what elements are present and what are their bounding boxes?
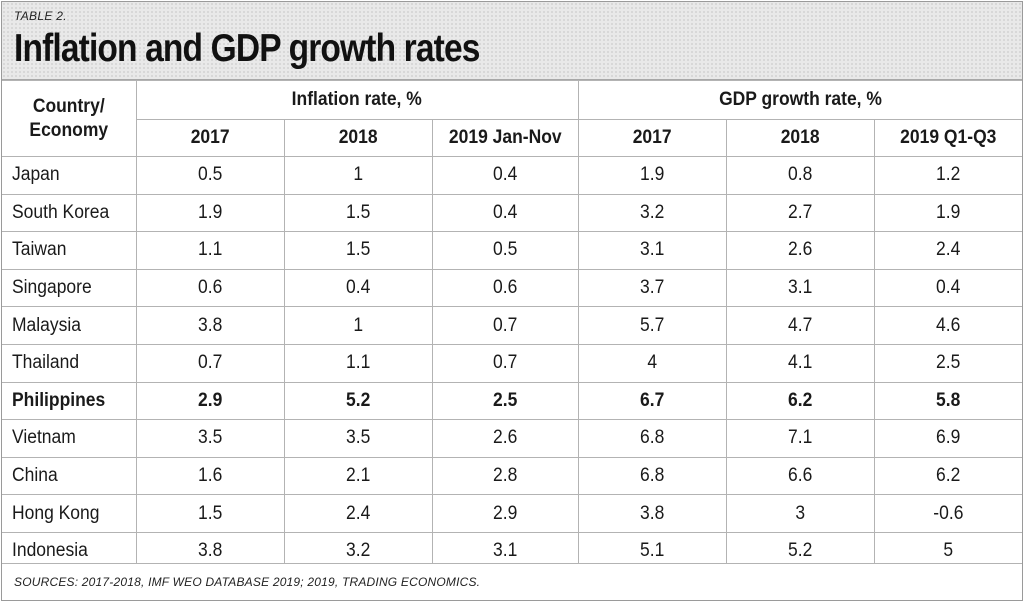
inflation-value-cell: 0.5 (135, 156, 285, 195)
gdp-value-cell: 3.2 (577, 193, 727, 233)
gdp-value-cell: 1.2 (873, 156, 1023, 195)
table-body: Japan 0.5 1 0.4 1.9 0.8 1.2 South Korea 1.9 1.5 0.… (2, 156, 1023, 571)
table-row: China 1.6 2.1 2.8 6.8 6.6 6.2 (2, 456, 1023, 496)
inflation-value-cell: 0.6 (135, 268, 285, 308)
table-row: Singapore 0.6 0.4 0.6 3.7 3.1 0.4 (2, 268, 1023, 308)
inflation-value-cell: 2.1 (283, 456, 433, 496)
gdp-value-cell: 1.9 (577, 156, 727, 195)
gdp-value-cell: 6.2 (725, 381, 875, 421)
country-column-header: Country/Economy (2, 80, 137, 157)
inflation-value-cell: 3.8 (135, 306, 285, 345)
inflation-value-cell: 0.4 (283, 268, 433, 308)
inflation-value-cell: 0.7 (135, 343, 285, 383)
inflation-value-cell: 1.5 (283, 193, 433, 233)
inflation-year-header: 2017 (136, 119, 285, 157)
inflation-value-cell: 0.4 (431, 156, 579, 195)
inflation-value-cell: 3.5 (135, 419, 285, 458)
inflation-value-cell: 1.5 (283, 231, 433, 270)
inflation-year-header: 2019 Jan-Nov (431, 119, 579, 157)
gdp-value-cell: 6.6 (725, 456, 875, 496)
country-cell: China (2, 456, 137, 496)
gdp-value-cell: 2.4 (873, 231, 1023, 270)
table-row: Thailand 0.7 1.1 0.7 4 4.1 2.5 (2, 343, 1023, 383)
country-cell: Japan (2, 156, 137, 195)
inflation-value-cell: 1.9 (135, 193, 285, 233)
gdp-value-cell: 5.8 (873, 381, 1023, 421)
sources-footnote: SOURCES: 2017-2018, IMF WEO DATABASE 201… (2, 563, 1022, 600)
inflation-value-cell: 1.1 (283, 343, 433, 383)
gdp-value-cell: 3 (725, 494, 875, 533)
country-cell: Taiwan (2, 231, 137, 270)
inflation-value-cell: 0.7 (431, 306, 579, 345)
inflation-value-cell: 0.4 (431, 193, 579, 233)
gdp-value-cell: 6.8 (577, 419, 727, 458)
gdp-value-cell: 4.1 (725, 343, 875, 383)
gdp-value-cell: 3.1 (577, 231, 727, 270)
inflation-value-cell: 3.5 (283, 419, 433, 458)
inflation-value-cell: 5.2 (283, 381, 433, 421)
gdp-value-cell: 1.9 (873, 193, 1023, 233)
gdp-value-cell: -0.6 (873, 494, 1023, 533)
gdp-value-cell: 7.1 (725, 419, 875, 458)
gdp-value-cell: 0.4 (873, 268, 1023, 308)
gdp-value-cell: 2.6 (725, 231, 875, 270)
table-row: Hong Kong 1.5 2.4 2.9 3.8 3 -0.6 (2, 494, 1023, 533)
inflation-value-cell: 1.1 (135, 231, 285, 270)
group-header-row: Country/Economy Inflation rate, % GDP gr… (2, 80, 1023, 157)
gdp-year-header: 2019 Q1-Q3 (873, 119, 1023, 157)
table-row: South Korea 1.9 1.5 0.4 3.2 2.7 1.9 (2, 193, 1023, 233)
country-cell: Singapore (2, 268, 137, 308)
inflation-value-cell: 0.7 (431, 343, 579, 383)
gdp-value-cell: 3.8 (577, 494, 727, 533)
data-table: Country/Economy Inflation rate, % GDP gr… (2, 80, 1023, 571)
year-header-row: 2017 2018 2019 Jan-Nov 2017 2018 2019 Q1… (2, 119, 1023, 157)
country-cell: Hong Kong (2, 494, 137, 533)
gdp-value-cell: 3.7 (577, 268, 727, 308)
gdp-value-cell: 2.5 (873, 343, 1023, 383)
country-cell: South Korea (2, 193, 137, 233)
country-cell: Malaysia (2, 306, 137, 345)
inflation-value-cell: 2.6 (431, 419, 579, 458)
gdp-group-header: GDP growth rate, % (577, 80, 1023, 120)
table-row: Vietnam 3.5 3.5 2.6 6.8 7.1 6.9 (2, 419, 1023, 458)
inflation-value-cell: 1 (283, 156, 433, 195)
inflation-value-cell: 0.5 (431, 231, 579, 270)
table-row: Japan 0.5 1 0.4 1.9 0.8 1.2 (2, 156, 1023, 195)
gdp-value-cell: 4 (577, 343, 727, 383)
gdp-value-cell: 4.7 (725, 306, 875, 345)
gdp-value-cell: 5.7 (577, 306, 727, 345)
inflation-value-cell: 2.5 (431, 381, 579, 421)
inflation-group-header: Inflation rate, % (135, 80, 579, 120)
table-row: Taiwan 1.1 1.5 0.5 3.1 2.6 2.4 (2, 231, 1023, 270)
gdp-value-cell: 0.8 (725, 156, 875, 195)
inflation-year-header: 2018 (283, 119, 433, 157)
gdp-value-cell: 4.6 (873, 306, 1023, 345)
table-title: Inflation and GDP growth rates (14, 27, 480, 70)
inflation-value-cell: 2.9 (135, 381, 285, 421)
gdp-value-cell: 6.8 (577, 456, 727, 496)
table-row: Malaysia 3.8 1 0.7 5.7 4.7 4.6 (2, 306, 1023, 345)
gdp-value-cell: 6.2 (873, 456, 1023, 496)
gdp-value-cell: 6.9 (873, 419, 1023, 458)
inflation-value-cell: 2.4 (283, 494, 433, 533)
table-number-label: TABLE 2. (14, 9, 67, 23)
inflation-value-cell: 1.5 (135, 494, 285, 533)
inflation-value-cell: 2.9 (431, 494, 579, 533)
table-row: Philippines 2.9 5.2 2.5 6.7 6.2 5.8 (2, 381, 1023, 421)
country-cell: Vietnam (2, 419, 137, 458)
inflation-value-cell: 2.8 (431, 456, 579, 496)
gdp-year-header: 2017 (577, 119, 727, 157)
inflation-value-cell: 1.6 (135, 456, 285, 496)
gdp-value-cell: 3.1 (725, 268, 875, 308)
country-cell: Thailand (2, 343, 137, 383)
figure-header: TABLE 2. Inflation and GDP growth rates (2, 2, 1022, 80)
country-cell: Philippines (2, 381, 137, 421)
gdp-value-cell: 2.7 (725, 193, 875, 233)
gdp-value-cell: 6.7 (577, 381, 727, 421)
inflation-value-cell: 1 (283, 306, 433, 345)
gdp-year-header: 2018 (725, 119, 875, 157)
inflation-value-cell: 0.6 (431, 268, 579, 308)
